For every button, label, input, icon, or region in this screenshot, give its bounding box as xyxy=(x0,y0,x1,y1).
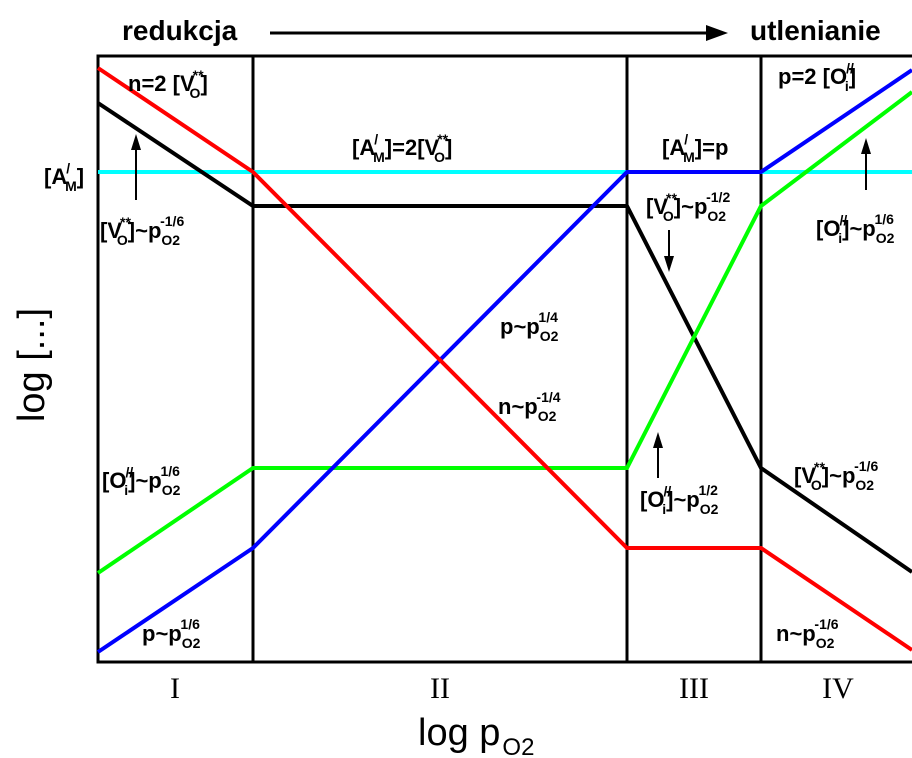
vacancy-slope-label-i: [V** O]~pO2-1/6 xyxy=(100,213,184,248)
interstitial-curve-green xyxy=(96,90,912,575)
hole-curve-blue xyxy=(96,68,912,654)
electroneutrality-label-i: n=2 [V** O] xyxy=(128,67,208,101)
plot-frame xyxy=(96,54,912,664)
header-oxidation-label: utlenianie xyxy=(750,15,881,46)
arrow-oi-iii xyxy=(653,432,663,478)
vacancy-curve-black xyxy=(96,101,912,574)
electron-slope-label-ii: n~pO2-1/4 xyxy=(498,389,561,424)
interstitial-slope-label-iv: [O//i]~pO21/6 xyxy=(816,211,895,246)
region-label-ii: II xyxy=(430,672,450,705)
arrow-vo-left xyxy=(131,134,141,200)
acceptor-axis-label: [A/M] xyxy=(44,160,84,194)
vacancy-slope-label-iv: [V** O]~pO2-1/6 xyxy=(794,458,878,493)
hole-slope-label-i: p~pO21/6 xyxy=(142,616,201,651)
direction-arrow-head xyxy=(706,25,728,41)
header-reduction-label: redukcja xyxy=(122,15,238,46)
interstitial-slope-label-iii: [O//i]~pO21/2 xyxy=(640,482,719,517)
arrow-vo-iii xyxy=(664,230,674,272)
y-axis-label: log [...] xyxy=(11,308,53,422)
interstitial-slope-label-i: [O//i]~pO21/6 xyxy=(102,463,181,498)
region-label-i: I xyxy=(170,672,180,705)
region-label-iii: III xyxy=(679,672,709,705)
electroneutrality-label-iii: [A/M]=p xyxy=(662,131,728,165)
electroneutrality-label-ii: [A/M]=2[V** O] xyxy=(352,131,452,165)
hole-slope-label-ii: p~pO21/4 xyxy=(500,309,559,344)
x-axis-label: log pO2 xyxy=(418,712,534,758)
electron-slope-label-iv: n~pO2-1/6 xyxy=(776,616,839,651)
arrow-oi-right xyxy=(861,138,871,190)
electroneutrality-label-iv: p=2 [O//i] xyxy=(778,60,856,94)
vacancy-slope-label-iii: [V** O]~pO2-1/2 xyxy=(646,189,730,224)
region-label-iv: IV xyxy=(822,672,854,705)
electron-curve-red xyxy=(96,66,912,652)
